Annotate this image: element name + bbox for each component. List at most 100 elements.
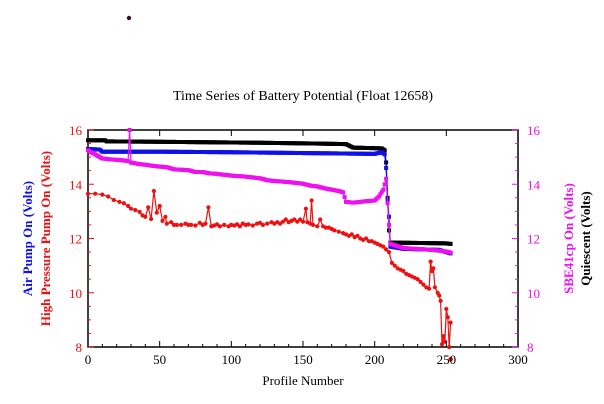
point-high_pressure: [203, 221, 208, 226]
point-air_pump: [382, 152, 387, 157]
point-high_pressure: [401, 268, 406, 274]
point-high_pressure: [447, 344, 452, 350]
point-quiescent: [448, 241, 453, 246]
x-axis: 0 50 100 150 200 250 300: [85, 130, 528, 367]
point-high_pressure: [437, 293, 442, 298]
point-high_pressure: [179, 222, 184, 227]
point-high_pressure: [117, 199, 122, 204]
point-high_pressure: [260, 222, 265, 227]
series-quiescent: [86, 138, 453, 246]
point-high_pressure: [300, 219, 306, 224]
point-high_pressure: [151, 188, 156, 194]
point-high_pressure: [197, 220, 202, 225]
series-layer: [85, 128, 453, 362]
point-high_pressure: [186, 222, 191, 227]
point-high_pressure: [169, 220, 174, 225]
point-high_pressure: [384, 247, 389, 252]
point-high_pressure: [355, 233, 360, 238]
point-high_pressure: [137, 209, 142, 214]
right-y-axis: 8 10 12 14 16: [512, 123, 541, 355]
point-high_pressure: [444, 306, 449, 312]
point-high_pressure: [126, 203, 131, 209]
point-sbe41: [127, 128, 132, 132]
point-high_pressure: [206, 205, 211, 210]
point-high_pressure: [154, 210, 159, 215]
point-high_pressure: [349, 232, 354, 237]
point-high_pressure: [445, 315, 450, 320]
stray-dot: [126, 15, 132, 21]
chart-title: Time Series of Battery Potential (Float …: [173, 89, 433, 104]
x-tick-label: 0: [85, 352, 92, 367]
point-high_pressure: [381, 244, 386, 249]
left-y-axis: 8 10 12 14 16: [69, 123, 94, 355]
point-sbe41: [378, 192, 383, 197]
point-high_pressure: [133, 207, 138, 213]
point-high_pressure: [421, 282, 426, 287]
point-high_pressure: [106, 194, 111, 199]
point-high_pressure: [366, 239, 371, 244]
point-high_pressure: [157, 203, 162, 209]
point-high_pressure: [164, 221, 169, 226]
point-high_pressure: [217, 224, 222, 229]
left-tick-label: 10: [69, 286, 82, 301]
point-high_pressure: [128, 206, 134, 211]
point-high_pressure: [323, 225, 328, 230]
point-sbe41: [379, 189, 384, 194]
point-high_pressure: [163, 214, 168, 219]
point-high_pressure: [193, 223, 198, 228]
series-line-quiescent: [88, 139, 451, 245]
point-high_pressure: [246, 222, 251, 227]
point-high_pressure: [332, 228, 337, 233]
point-high_pressure: [143, 214, 148, 219]
point-high_pressure: [431, 266, 436, 271]
point-sbe41: [341, 190, 346, 195]
series-line-sbe41: [87, 129, 451, 254]
point-high_pressure: [146, 205, 151, 210]
point-high_pressure: [171, 222, 177, 227]
point-sbe41: [448, 250, 453, 255]
point-high_pressure: [438, 298, 443, 303]
right-axis-label-quiescent: Quiescent (Volts): [578, 191, 593, 286]
series-high_pressure: [85, 188, 453, 350]
point-high_pressure: [448, 320, 453, 325]
point-high_pressure: [392, 263, 397, 268]
point-sbe41: [382, 182, 387, 187]
right-tick-label: 10: [527, 286, 540, 301]
x-tick-label: 200: [365, 352, 385, 367]
point-high_pressure: [121, 201, 126, 206]
point-high_pressure: [257, 220, 263, 225]
series-sbe41: [86, 128, 453, 255]
point-high_pressure: [310, 222, 316, 227]
point-red-outlier: [448, 356, 453, 362]
point-high_pressure: [149, 216, 154, 222]
point-high_pressure: [93, 191, 98, 196]
point-sbe41: [126, 159, 131, 164]
point-high_pressure: [265, 221, 270, 226]
x-tick-label: 300: [508, 352, 528, 367]
left-axis-label-high-pressure: High Pressure Pump On (Volts): [38, 151, 53, 326]
right-axis-label-sbe41: SBE41cp On (Volts): [561, 183, 576, 294]
point-high_pressure: [237, 224, 242, 229]
point-high_pressure: [280, 219, 285, 224]
right-tick-label: 16: [527, 123, 541, 138]
right-tick-label: 14: [527, 177, 541, 192]
point-high_pressure: [298, 217, 303, 222]
point-high_pressure: [160, 218, 165, 223]
point-high_pressure: [427, 286, 432, 291]
point-high_pressure: [386, 250, 392, 255]
point-high_pressure: [315, 224, 320, 229]
point-high_pressure: [189, 222, 194, 227]
point-high_pressure: [441, 334, 446, 339]
x-axis-label: Profile Number: [262, 373, 344, 388]
point-sbe41: [342, 195, 347, 200]
x-tick-label: 100: [222, 352, 242, 367]
point-quiescent: [382, 148, 387, 153]
point-high_pressure: [318, 217, 323, 222]
point-high_pressure: [364, 236, 369, 241]
point-high_pressure: [303, 206, 308, 211]
x-tick-label: 50: [153, 352, 166, 367]
point-high_pressure: [415, 277, 420, 282]
point-high_pressure: [283, 217, 288, 222]
point-high_pressure: [222, 222, 227, 227]
